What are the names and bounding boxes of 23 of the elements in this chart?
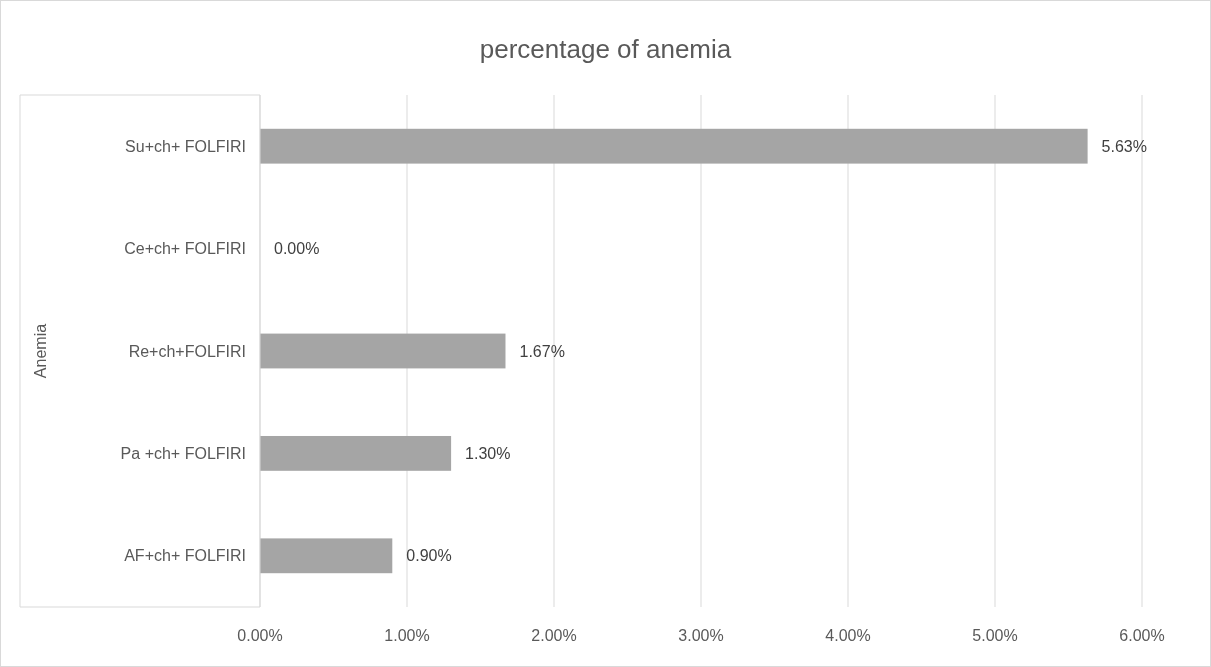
data-label: 5.63% bbox=[1101, 137, 1147, 155]
x-tick-label: 6.00% bbox=[1119, 627, 1165, 644]
y-tick-label: Pa +ch+ FOLFIRI bbox=[120, 445, 246, 462]
x-tick-label: 2.00% bbox=[531, 627, 577, 644]
bar bbox=[260, 435, 452, 471]
bar bbox=[260, 128, 1088, 164]
y-axis-title: Anemia bbox=[32, 323, 49, 379]
data-label: 0.00% bbox=[274, 240, 320, 258]
y-tick-label: Re+ch+FOLFIRI bbox=[128, 342, 246, 360]
x-tick-label: 4.00% bbox=[825, 627, 871, 644]
data-label: 1.30% bbox=[465, 445, 511, 462]
x-tick-label: 0.00% bbox=[237, 627, 283, 644]
x-tick-label: 3.00% bbox=[678, 627, 724, 644]
bar bbox=[260, 538, 393, 574]
data-label: 0.90% bbox=[406, 547, 452, 565]
y-tick-label: AF+ch+ FOLFIRI bbox=[124, 547, 246, 565]
x-tick-label: 5.00% bbox=[972, 627, 1018, 644]
x-tick-label: 1.00% bbox=[384, 627, 430, 644]
chart-title: percentage of anemia bbox=[479, 34, 732, 64]
y-tick-label: Ce+ch+ FOLFIRI bbox=[124, 240, 246, 258]
data-label: 1.67% bbox=[519, 342, 565, 360]
y-tick-label: Su+ch+ FOLFIRI bbox=[125, 137, 246, 155]
bar bbox=[260, 333, 506, 369]
